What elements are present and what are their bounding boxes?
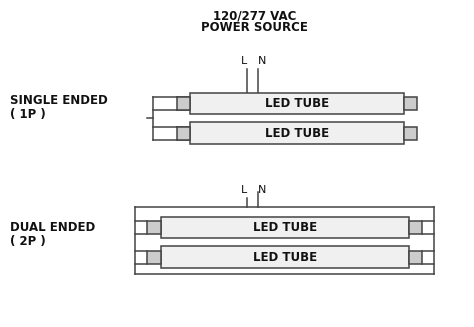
Bar [191, 122, 403, 144]
Bar [161, 246, 409, 268]
Bar [147, 251, 161, 264]
Bar [161, 216, 409, 238]
Bar [403, 127, 418, 140]
Text: N: N [257, 185, 266, 195]
Text: LED TUBE: LED TUBE [265, 127, 329, 140]
Bar [409, 251, 422, 264]
Text: LED TUBE: LED TUBE [265, 97, 329, 110]
Bar [403, 97, 418, 110]
Text: L: L [241, 56, 247, 66]
Bar [176, 97, 191, 110]
Text: L: L [241, 185, 247, 195]
Text: LED TUBE: LED TUBE [253, 251, 317, 264]
Text: ( 2P ): ( 2P ) [10, 235, 46, 248]
Bar [147, 221, 161, 234]
Bar [409, 221, 422, 234]
Text: LED TUBE: LED TUBE [253, 221, 317, 234]
Bar [191, 93, 403, 114]
Text: N: N [257, 56, 266, 66]
Text: POWER SOURCE: POWER SOURCE [201, 21, 308, 34]
Text: 120/277 VAC: 120/277 VAC [213, 9, 297, 22]
Bar [176, 127, 191, 140]
Text: ( 1P ): ( 1P ) [10, 108, 46, 121]
Text: DUAL ENDED: DUAL ENDED [10, 221, 95, 234]
Text: SINGLE ENDED: SINGLE ENDED [10, 94, 108, 107]
